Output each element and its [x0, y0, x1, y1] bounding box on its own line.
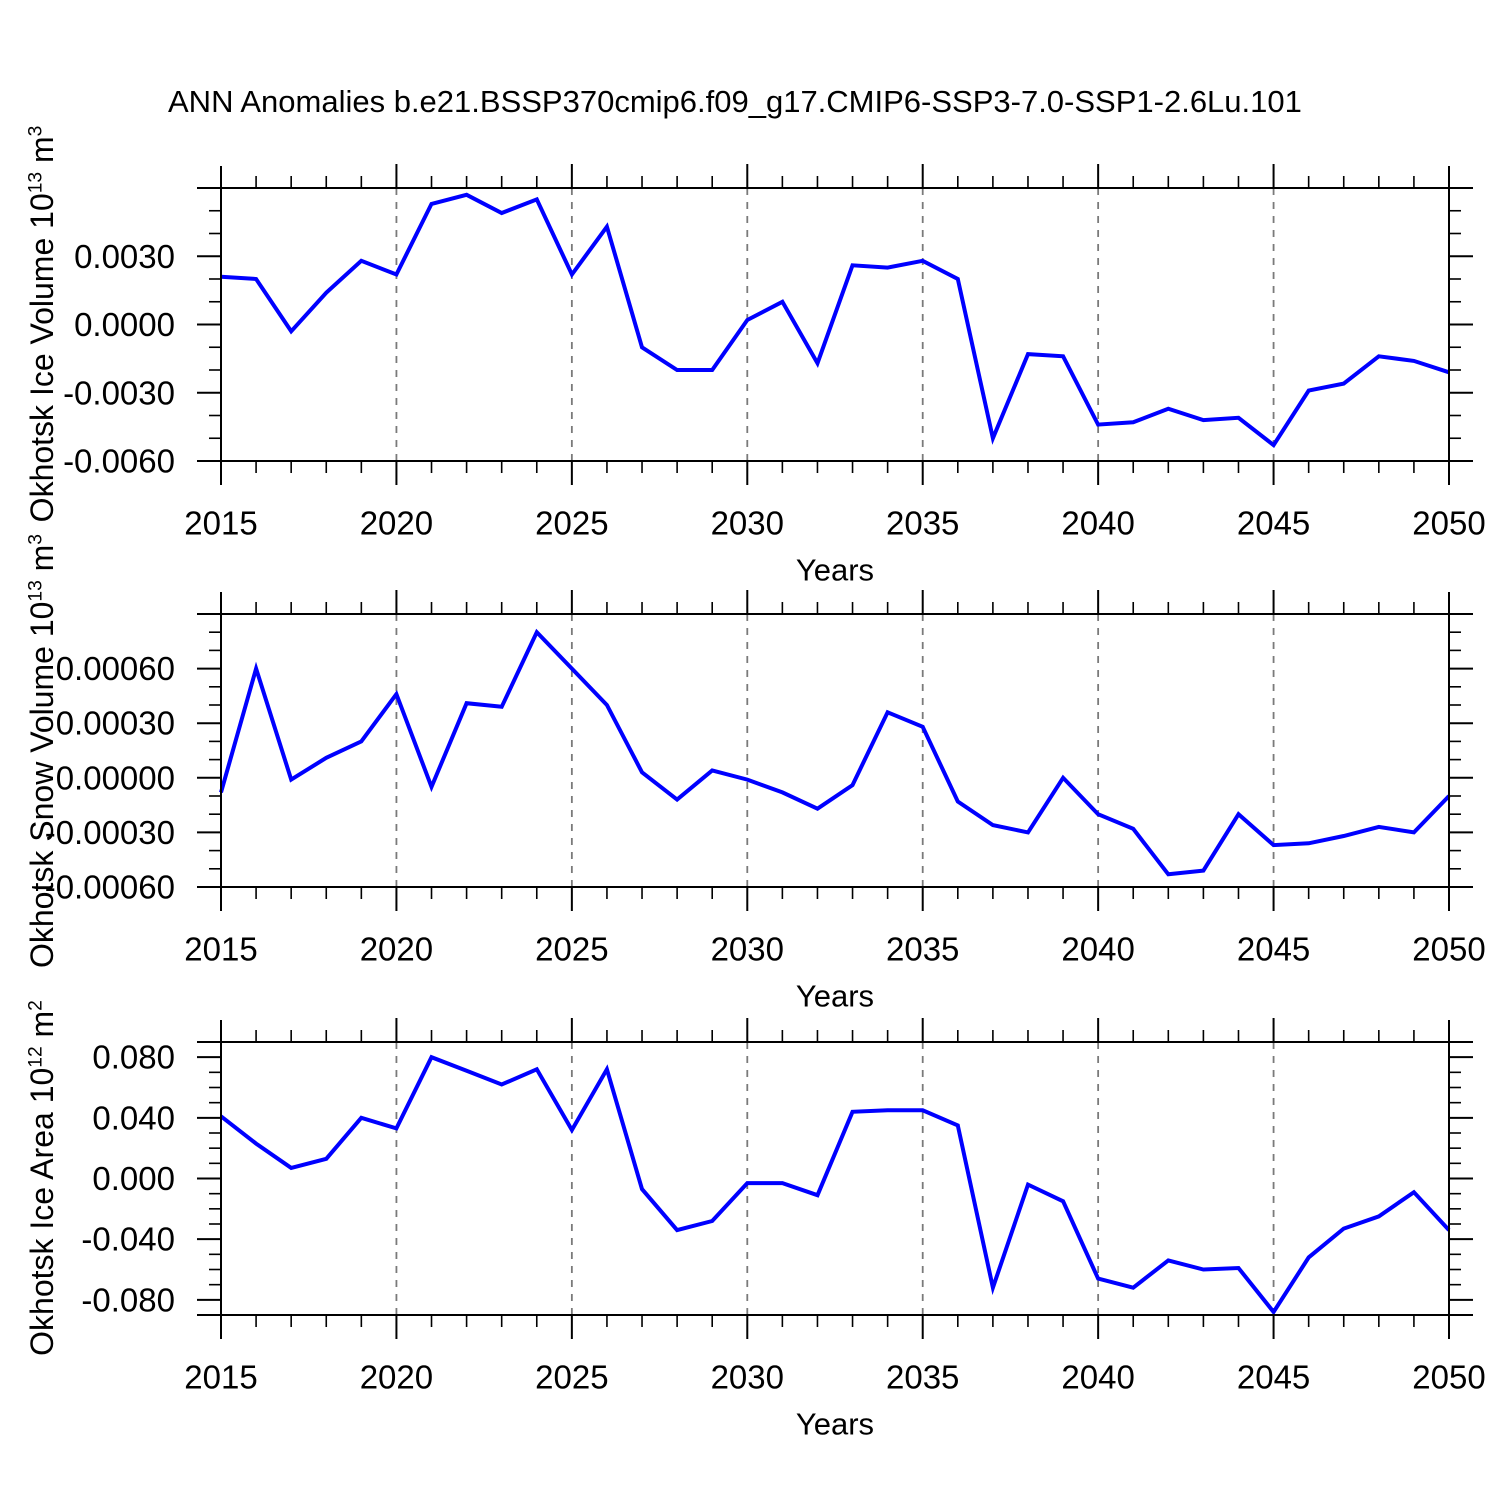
x-tick-label: 2015: [184, 1359, 257, 1396]
y-tick-label: 0.00030: [56, 705, 175, 742]
y-tick-label: -0.00060: [45, 869, 175, 906]
y-tick-label: -0.080: [81, 1281, 175, 1318]
x-tick-label: 2040: [1061, 505, 1134, 542]
x-tick-label: 2040: [1061, 931, 1134, 968]
y-tick-label: 0.00000: [56, 759, 175, 796]
x-tick-label: 2030: [711, 505, 784, 542]
y-tick-label: 0.080: [92, 1039, 175, 1076]
x-tick-label: 2035: [886, 1359, 959, 1396]
snow-volume-chart: 2015 2020 2025 2030 2035 2040 2045 2050 0.00060 0…: [45, 590, 1486, 1014]
x-tick-label: 2045: [1237, 931, 1310, 968]
y-tick-label: 0.00060: [56, 650, 175, 687]
x-tick-label: 2030: [711, 1359, 784, 1396]
x-tick-label: 2035: [886, 931, 959, 968]
y-tick-label: 0.0000: [74, 306, 175, 343]
ice-area-chart: 2015 2020 2025 2030 2035 2040 2045 2050 0.080 0.0…: [81, 1018, 1486, 1442]
exponent: 3: [25, 125, 47, 137]
x-tick-label: 2050: [1412, 931, 1485, 968]
x-tick-label: 2040: [1061, 1359, 1134, 1396]
x-axis-title: Years: [796, 1407, 874, 1442]
y-tick-label: -0.00030: [45, 814, 175, 851]
x-tick-label: 2035: [886, 505, 959, 542]
x-tick-label: 2045: [1237, 505, 1310, 542]
x-tick-label: 2020: [360, 1359, 433, 1396]
y-tick-label: 0.0030: [74, 238, 175, 275]
x-tick-label: 2025: [535, 505, 608, 542]
y-tick-label: -0.0060: [63, 443, 175, 480]
x-tick-label: 2030: [711, 931, 784, 968]
x-tick-label: 2050: [1412, 505, 1485, 542]
plot-title: ANN Anomalies b.e21.BSSP370cmip6.f09_g17…: [168, 84, 1302, 119]
x-tick-label: 2045: [1237, 1359, 1310, 1396]
y-tick-label: 0.000: [92, 1160, 175, 1197]
x-axis-title: Years: [796, 979, 874, 1014]
x-tick-label: 2015: [184, 931, 257, 968]
okhotsk-ice-area-line: [219, 1054, 1451, 1316]
y-tick-label: -0.040: [81, 1221, 175, 1258]
y-tick-label: -0.0030: [63, 374, 175, 411]
okhotsk-snow-volume-line: [219, 628, 1451, 877]
x-tick-label: 2025: [535, 931, 608, 968]
x-tick-label: 2050: [1412, 1359, 1485, 1396]
okhotsk-ice-volume-line: [220, 192, 1450, 449]
x-tick-label: 2025: [535, 1359, 608, 1396]
y-tick-label: 0.040: [92, 1099, 175, 1136]
x-tick-label: 2015: [184, 505, 257, 542]
x-tick-label: 2020: [360, 931, 433, 968]
x-axis-title: Years: [796, 553, 874, 588]
x-tick-label: 2020: [360, 505, 433, 542]
ice-volume-chart: 2015 2020 2025 2030 2035 2040 2045 2050 0.0030 0.…: [63, 164, 1486, 588]
